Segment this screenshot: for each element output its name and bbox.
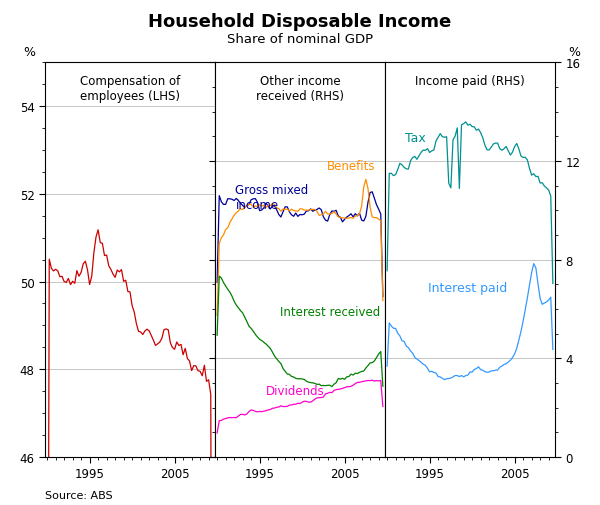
- Text: Compensation of
employees (LHS): Compensation of employees (LHS): [80, 75, 180, 103]
- Text: Share of nominal GDP: Share of nominal GDP: [227, 33, 373, 46]
- Text: Tax: Tax: [406, 132, 426, 145]
- Text: %: %: [569, 46, 581, 59]
- Text: Gross mixed
income: Gross mixed income: [235, 184, 308, 212]
- Text: Interest received: Interest received: [280, 305, 380, 318]
- Text: Source: ABS: Source: ABS: [45, 490, 113, 500]
- Text: Income paid (RHS): Income paid (RHS): [415, 75, 525, 88]
- Text: Benefits: Benefits: [327, 160, 376, 173]
- Text: %: %: [23, 46, 35, 59]
- Text: Other income
received (RHS): Other income received (RHS): [256, 75, 344, 103]
- Text: Household Disposable Income: Household Disposable Income: [148, 13, 452, 31]
- Text: Interest paid: Interest paid: [428, 282, 507, 294]
- Text: Dividends: Dividends: [266, 384, 325, 397]
